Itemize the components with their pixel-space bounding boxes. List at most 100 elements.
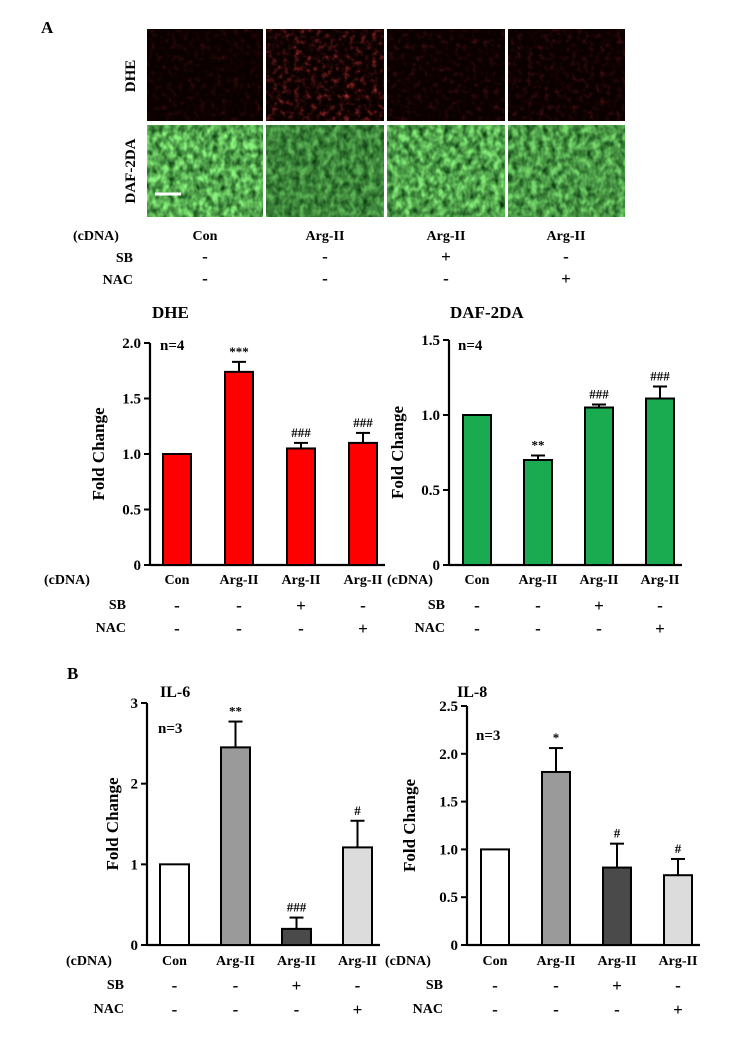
- chart-dhe: 0 0.5 1.0 1.5 2.0 Fold Change n=4 Con - - *** Arg-I…: [44, 336, 385, 638]
- y-tick-label: 1.5: [421, 333, 440, 349]
- nac-value: -: [535, 619, 541, 638]
- significance-marker: ###: [589, 387, 609, 402]
- x-category-label: Arg-II: [580, 573, 619, 588]
- nac-value: -: [236, 619, 242, 638]
- bar: [663, 874, 693, 946]
- nac-value: -: [596, 619, 602, 638]
- significance-marker: ###: [287, 900, 307, 915]
- sb-value: +: [292, 976, 302, 995]
- nac-value: -: [298, 619, 304, 638]
- bar: [342, 846, 373, 946]
- nac-value: -: [294, 1000, 300, 1019]
- sb-value: -: [233, 976, 239, 995]
- sb-value: -: [675, 976, 681, 995]
- y-tick-label: 0: [451, 938, 459, 954]
- chart-il6: 0 1 2 3 Fold Change n=3 Con - - ** Arg-II - - ### Arg-…: [66, 696, 380, 1019]
- nac-label: NAC: [94, 1002, 124, 1017]
- x-category-label: Con: [465, 573, 490, 588]
- nac-value: +: [353, 1000, 363, 1019]
- sb-value: -: [236, 596, 242, 615]
- sb-label: SB: [428, 598, 445, 613]
- y-tick-label: 1.0: [122, 447, 141, 463]
- nac-label: NAC: [415, 621, 445, 636]
- y-tick-label: 2.0: [122, 336, 141, 352]
- significance-marker: ***: [229, 344, 249, 359]
- panel-b-label: B: [67, 664, 78, 683]
- micrograph-daf-argii-nac-signal: [508, 125, 625, 217]
- bar: [286, 447, 316, 567]
- row-label-dhe: DHE: [123, 60, 139, 93]
- micro-column-label: Arg-II: [547, 229, 586, 244]
- sb-label: SB: [107, 978, 124, 993]
- bar: [348, 441, 378, 566]
- y-tick-label: 0.5: [421, 483, 440, 499]
- sb-label: SB: [109, 598, 126, 613]
- bar: [541, 770, 571, 946]
- y-tick-label: 1.0: [421, 408, 440, 424]
- y-tick-label: 0.5: [439, 890, 458, 906]
- micro-column-label: Con: [193, 229, 218, 244]
- x-category-label: Arg-II: [220, 573, 259, 588]
- sb-value: +: [296, 596, 306, 615]
- sb-value: -: [360, 596, 366, 615]
- cdna-label: (cDNA): [44, 573, 90, 588]
- n-label: n=3: [476, 728, 500, 744]
- bar: [602, 866, 632, 947]
- y-axis-label: Fold Change: [400, 779, 419, 872]
- n-label: n=4: [160, 338, 185, 354]
- micro-column-label: Arg-II: [427, 229, 466, 244]
- y-axis-label: Fold Change: [388, 406, 407, 499]
- nac-value: +: [655, 619, 665, 638]
- x-category-label: Con: [165, 573, 190, 588]
- x-category-label: Arg-II: [641, 573, 680, 588]
- chart-title-dhe: DHE: [152, 303, 189, 322]
- bar: [220, 746, 251, 946]
- nac-value: +: [358, 619, 368, 638]
- chart-daf: 0 0.5 1.0 1.5 Fold Change n=4 Con - - ** Arg-II - - #…: [387, 333, 682, 638]
- y-tick-label: 3: [131, 696, 139, 712]
- bar: [584, 406, 614, 566]
- nac-value: -: [233, 1000, 239, 1019]
- significance-marker: #: [614, 826, 621, 841]
- x-category-label: Arg-II: [277, 954, 316, 969]
- micro-nac-value: +: [561, 269, 571, 288]
- x-category-label: Arg-II: [598, 954, 637, 969]
- bar: [162, 453, 192, 566]
- sb-value: -: [474, 596, 480, 615]
- nac-value: -: [474, 619, 480, 638]
- micro-sb-value: -: [563, 247, 569, 266]
- nac-value: -: [174, 619, 180, 638]
- nac-value: -: [492, 1000, 498, 1019]
- nac-value: -: [614, 1000, 620, 1019]
- y-tick-label: 0: [131, 938, 139, 954]
- x-category-label: Arg-II: [216, 954, 255, 969]
- micrograph-dhe-argii-signal: [266, 29, 384, 121]
- micro-nac-label: NAC: [103, 273, 133, 288]
- micrograph-row-dhe: [147, 29, 625, 121]
- x-category-label: Arg-II: [344, 573, 383, 588]
- micro-sb-value: +: [441, 247, 451, 266]
- micrograph-grid: DHE DAF-2DA (cDNA) SB NAC Con - - Arg-II - - Arg-…: [73, 29, 625, 288]
- micrograph-daf-con-signal: [147, 125, 263, 217]
- y-tick-label: 1.5: [122, 392, 141, 408]
- y-tick-label: 0: [134, 558, 142, 574]
- significance-marker: #: [675, 841, 682, 856]
- panel-a-label: A: [41, 18, 54, 37]
- x-category-label: Arg-II: [338, 954, 377, 969]
- sb-value: -: [657, 596, 663, 615]
- micro-sb-value: -: [322, 247, 328, 266]
- micrograph-condition-labels: (cDNA) SB NAC Con - - Arg-II - - Arg-II + - Arg-II - +: [73, 229, 585, 288]
- sb-value: -: [553, 976, 559, 995]
- bar: [281, 927, 312, 946]
- sb-value: -: [535, 596, 541, 615]
- bar-charts: 0 0.5 1.0 1.5 2.0 Fold Change n=4 Con - - *** Arg-I…: [44, 333, 700, 1019]
- sb-value: +: [612, 976, 622, 995]
- bar: [645, 397, 675, 566]
- y-tick-label: 0.5: [122, 503, 141, 519]
- x-category-label: Con: [483, 954, 508, 969]
- micro-nac-value: -: [322, 269, 328, 288]
- row-label-daf: DAF-2DA: [123, 138, 139, 203]
- y-tick-label: 1.5: [439, 795, 458, 811]
- micrograph-row-daf: [147, 125, 625, 217]
